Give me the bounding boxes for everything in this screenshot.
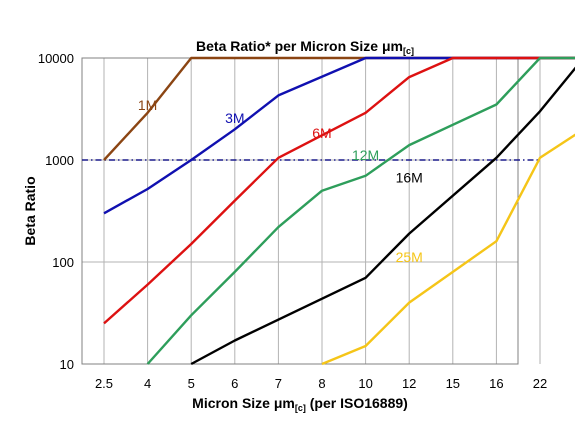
x-tick-5: 5 <box>188 376 195 391</box>
x-axis-title-suffix: (per ISO16889) <box>306 395 408 411</box>
y-axis-title: Beta Ratio <box>22 176 38 245</box>
series-line-16m <box>190 66 575 366</box>
chart-title: Beta Ratio* per Micron Size μm[c] <box>196 38 414 56</box>
x-tick-15: 15 <box>446 376 460 391</box>
x-tick-6: 6 <box>231 376 238 391</box>
x-tick-16: 16 <box>489 376 503 391</box>
series-label-16m: 16M <box>396 170 423 186</box>
series-labels: 1M 3M 6M 12M 16M 25M <box>138 97 423 265</box>
x-axis-title-subscript: [c] <box>295 403 306 413</box>
series-label-1m: 1M <box>138 97 157 113</box>
y-tick-labels: 10 100 1000 10000 <box>38 51 74 372</box>
chart-title-subscript: [c] <box>403 46 414 56</box>
x-tick-labels: 2.545678101215162225 <box>95 376 547 391</box>
x-axis-title: Micron Size μm[c] (per ISO16889) <box>192 395 408 413</box>
y-tick-10: 10 <box>60 357 74 372</box>
series-line-12m <box>146 56 575 365</box>
x-tick-2-5: 2.5 <box>95 376 113 391</box>
series-label-6m: 6M <box>312 125 331 141</box>
series-label-12m: 12M <box>352 147 379 163</box>
series-line-6m <box>103 56 575 325</box>
x-tick-22: 22 <box>533 376 547 391</box>
x-tick-4: 4 <box>144 376 151 391</box>
x-tick-10: 10 <box>358 376 372 391</box>
y-tick-10000: 10000 <box>38 51 74 66</box>
series-line-3m <box>103 56 575 215</box>
series-group <box>103 56 575 366</box>
x-tick-7: 7 <box>275 376 282 391</box>
series-label-25m: 25M <box>396 249 423 265</box>
y-tick-1000: 1000 <box>45 153 74 168</box>
series-label-3m: 3M <box>225 110 244 126</box>
y-tick-100: 100 <box>52 255 74 270</box>
x-tick-8: 8 <box>318 376 325 391</box>
series-line-25m <box>321 133 575 366</box>
x-tick-12: 12 <box>402 376 416 391</box>
